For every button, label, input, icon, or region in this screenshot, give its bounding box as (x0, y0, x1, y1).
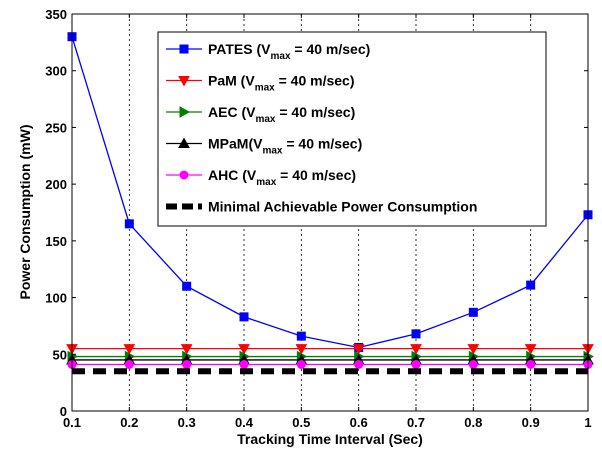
data-point (239, 312, 249, 322)
series-line (71, 36, 589, 349)
legend-entry: AEC (Vmax = 40 m/sec) (166, 104, 355, 125)
legend-entry: MPaM(Vmax = 40 m/sec) (166, 136, 362, 157)
x-tick-label: 0.8 (464, 415, 482, 430)
legend-entry: Minimal Achievable Power Consumption (166, 199, 477, 215)
data-point (526, 280, 536, 290)
y-tick-label: 300 (45, 64, 67, 79)
x-tick-label: 0.3 (178, 415, 196, 430)
data-point (524, 344, 537, 355)
data-point (124, 219, 134, 229)
y-tick-label: 250 (45, 120, 67, 135)
y-axis-label: Power Consumption (mW) (17, 125, 33, 300)
data-point (182, 281, 192, 291)
data-point (124, 359, 134, 369)
x-tick-label: 1 (584, 415, 591, 430)
y-tick-label: 50 (53, 347, 67, 362)
plot-frame (71, 13, 589, 412)
legend-entry: PaM (Vmax = 40 m/sec) (166, 73, 354, 94)
x-tick-label: 0.7 (407, 415, 425, 430)
legend-marker (178, 76, 190, 87)
y-tick-label: 0 (60, 404, 67, 419)
y-tick-label: 100 (45, 291, 67, 306)
legend-box (157, 31, 547, 227)
data-point (352, 344, 365, 355)
legend-marker (178, 137, 190, 148)
data-point (295, 344, 308, 355)
data-point (180, 344, 193, 355)
legend-label: AHC (Vmax = 40 m/sec) (208, 167, 356, 188)
data-point (468, 359, 478, 369)
data-point (411, 329, 421, 339)
x-tick-label: 0.1 (63, 415, 81, 430)
legend-label: PATES (Vmax = 40 m/sec) (208, 41, 370, 62)
data-point (468, 307, 478, 317)
x-tick-label: 0.9 (522, 415, 540, 430)
legend: PATES (Vmax = 40 m/sec) PaM (Vmax = 40 m/… (157, 31, 547, 227)
data-point (526, 359, 536, 369)
x-tick-label: 0.4 (235, 415, 254, 430)
y-tick-label: 200 (45, 177, 67, 192)
legend-entry: AHC (Vmax = 40 m/sec) (166, 167, 356, 188)
x-tick-label: 0.6 (350, 415, 368, 430)
y-tick-label: 350 (45, 7, 67, 22)
data-point (411, 359, 421, 369)
y-tick-label: 150 (45, 234, 67, 249)
data-point (238, 344, 250, 355)
legend-label: PaM (Vmax = 40 m/sec) (208, 73, 354, 94)
data-point (354, 359, 364, 369)
x-tick-label: 0.5 (292, 415, 310, 430)
legend-entry: PATES (Vmax = 40 m/sec) (166, 41, 370, 62)
x-axis-label: Tracking Time Interval (Sec) (237, 431, 423, 447)
legend-marker (179, 170, 189, 180)
data-point (182, 359, 192, 369)
series-pam (66, 344, 594, 355)
axis-ticks: 0.1 0.2 0.3 0.4 0.5 0.6 0.7 0.8 0.9 1 0 50 100 150 200… (45, 7, 591, 430)
legend-marker (179, 106, 191, 118)
data-point (410, 344, 422, 355)
legend-label: Minimal Achievable Power Consumption (208, 199, 477, 215)
legend-marker (179, 44, 189, 54)
data-point (296, 359, 306, 369)
legend-label: AEC (Vmax = 40 m/sec) (208, 104, 355, 125)
data-point (467, 344, 480, 355)
x-tick-label: 0.2 (120, 415, 138, 430)
legend-label: MPaM(Vmax = 40 m/sec) (208, 136, 362, 157)
data-point (296, 331, 306, 341)
data-point (239, 359, 249, 369)
data-point (123, 344, 136, 355)
